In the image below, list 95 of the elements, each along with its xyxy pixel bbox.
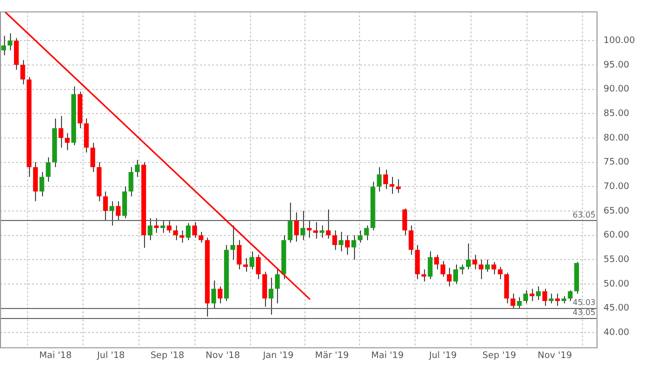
candlestick [376,166,382,192]
candlestick [274,268,280,304]
x-tick-label: Sep '18 [150,350,184,361]
candlestick [8,32,12,51]
candlestick [548,293,554,304]
candlestick [250,250,254,270]
candlestick [491,262,496,275]
candlestick [516,296,522,309]
candlestick [230,225,236,260]
candlestick [211,280,216,309]
candlestick [510,293,516,309]
candlestick [320,225,324,238]
ref-line-label: 45.03 [572,298,596,308]
candlestick [198,231,204,244]
candlestick [478,259,484,280]
y-tick-label: 65.00 [604,206,630,216]
candlestick [364,225,369,241]
candlestick [523,290,528,304]
candlestick [288,202,292,244]
x-tick-label: Jan '19 [262,350,294,361]
candlestick [1,35,6,56]
candlestick [256,254,261,280]
candlestick [383,169,388,190]
x-tick-label: Sep '19 [482,350,516,361]
candlestick [90,142,96,172]
candlestick [460,264,464,275]
candlestick [243,258,248,272]
candlestick [236,240,242,270]
candlestick [428,250,433,280]
candlestick [542,288,548,306]
candlestick [396,178,401,194]
candlestick [166,220,172,234]
candlestick [313,222,318,240]
x-tick-label: Jul '18 [96,350,126,361]
candlestick [218,286,222,304]
y-tick-label: 50.00 [604,279,630,290]
y-tick-label: 70.00 [604,182,630,192]
y-tick-label: 60.00 [604,230,630,241]
candlestick [46,156,51,182]
candlestick [300,210,306,241]
y-tick-label: 100.00 [604,36,636,46]
candlestick [440,260,446,278]
candlestick [160,220,166,234]
ref-line-label: 63.05 [572,210,596,220]
candlestick [128,166,134,197]
candlestick [345,234,350,256]
candlestick [555,293,560,306]
candlestick [485,259,490,272]
x-tick-label: Mär '19 [315,350,350,361]
candlestick [134,159,140,178]
candlestick [536,286,541,300]
x-tick-label: Mai '19 [371,350,404,361]
candlestick [306,220,312,238]
candlestick [148,218,152,241]
candlestick [58,116,64,148]
candlestick [103,190,108,222]
candlestick [390,176,394,194]
candlestick [434,254,439,270]
y-tick-label: 85.00 [604,108,630,119]
x-tick-label: Mai '18 [39,350,72,361]
candlestick [192,222,198,238]
y-tick-label: 55.00 [604,254,630,265]
x-tick-label: Jul '19 [428,350,457,361]
y-tick-label: 40.00 [604,328,630,338]
candlestick [421,268,426,282]
candlestick [116,200,121,222]
candlestick [332,230,338,250]
y-tick-label: 95.00 [604,60,630,70]
candlestick [173,225,178,241]
candlestick [20,60,26,85]
candlestick [568,290,573,302]
x-tick-label: Nov '19 [538,350,572,361]
candlestick [446,267,452,287]
candlestick [64,132,70,151]
y-tick-label: 80.00 [604,133,630,144]
y-tick-label: 45.00 [604,304,630,314]
candlestick [109,200,114,226]
x-tick-label: Nov '18 [206,350,240,361]
y-tick-label: 75.00 [604,158,630,168]
y-tick-label: 90.00 [604,84,630,95]
ref-line-label: 43.05 [572,308,596,317]
candlestick [154,218,159,234]
candlestick [402,208,408,236]
candlestick [39,172,44,197]
candlestick [453,264,458,284]
candlestick [466,243,471,270]
candlestick [408,225,414,256]
candlestick [351,234,356,260]
candlestick [186,222,191,241]
candlestick [326,208,331,240]
candlestick [338,231,344,252]
candlestick [268,277,274,316]
candlestick [472,254,478,270]
candlestick [530,288,534,302]
candlestick [294,212,299,242]
